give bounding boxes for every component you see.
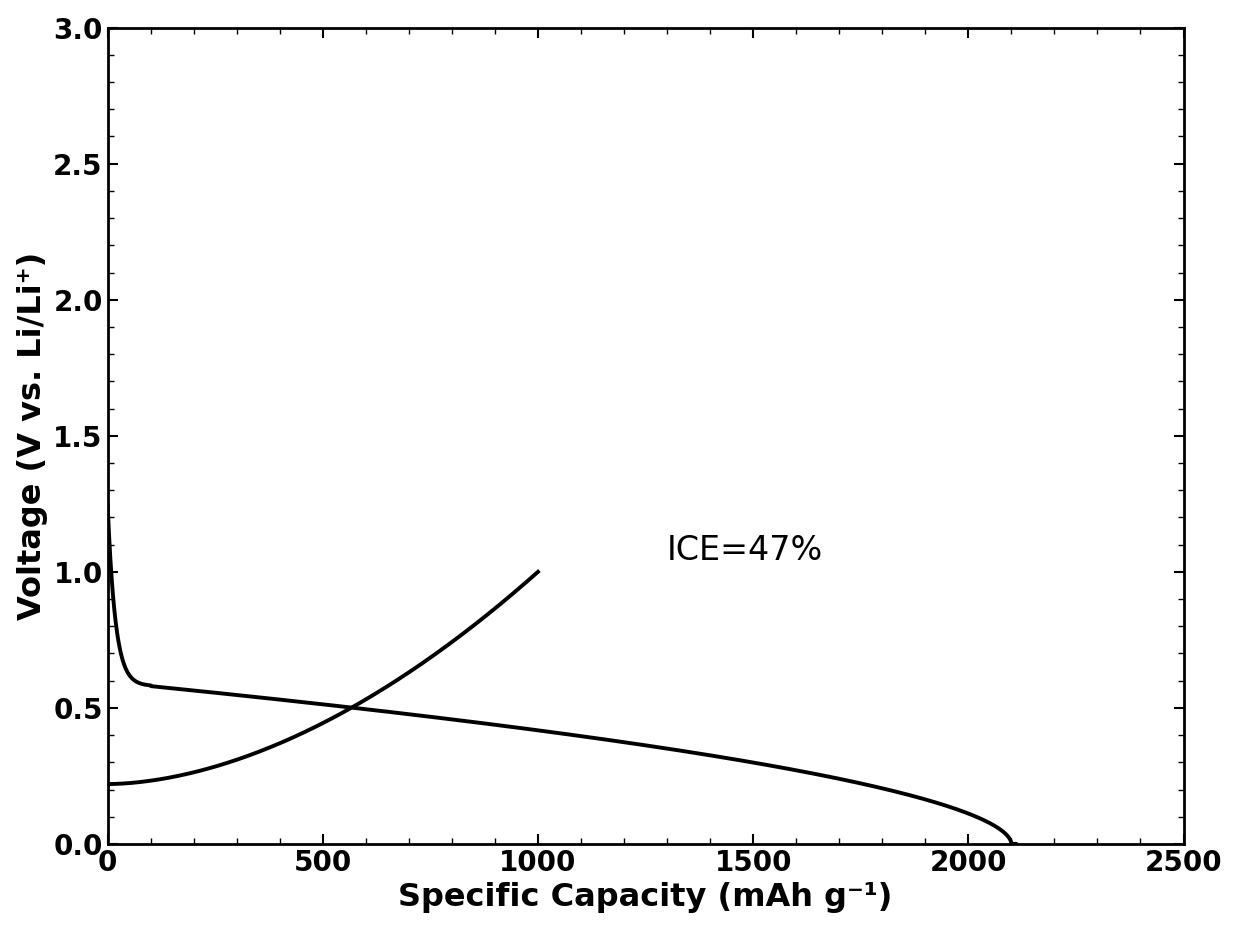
Text: ICE=47%: ICE=47%	[667, 534, 824, 566]
Y-axis label: Voltage (V vs. Li/Li⁺): Voltage (V vs. Li/Li⁺)	[16, 252, 47, 620]
X-axis label: Specific Capacity (mAh g⁻¹): Specific Capacity (mAh g⁻¹)	[399, 883, 893, 913]
